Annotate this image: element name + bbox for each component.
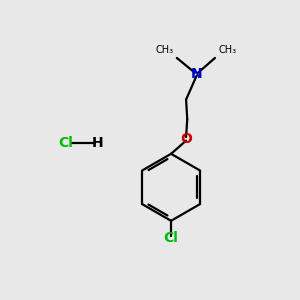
Text: H: H bbox=[91, 136, 103, 150]
Text: CH₃: CH₃ bbox=[155, 45, 173, 55]
Text: Cl: Cl bbox=[58, 136, 74, 150]
Text: O: O bbox=[180, 132, 192, 146]
Text: N: N bbox=[191, 67, 202, 81]
Text: CH₃: CH₃ bbox=[218, 45, 237, 55]
Text: Cl: Cl bbox=[164, 231, 178, 245]
